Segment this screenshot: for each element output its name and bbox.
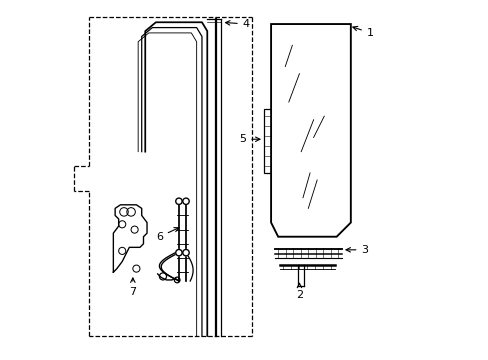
- Circle shape: [175, 249, 182, 256]
- Text: 4: 4: [225, 19, 249, 29]
- Text: 2: 2: [295, 283, 303, 300]
- Text: 3: 3: [346, 245, 368, 255]
- Circle shape: [183, 198, 189, 204]
- Text: 7: 7: [129, 278, 136, 297]
- Text: 1: 1: [352, 26, 373, 38]
- Text: 5: 5: [239, 134, 260, 144]
- Polygon shape: [270, 24, 350, 237]
- Circle shape: [183, 249, 189, 256]
- Circle shape: [175, 198, 182, 204]
- Text: 6: 6: [156, 228, 179, 242]
- FancyBboxPatch shape: [264, 109, 272, 173]
